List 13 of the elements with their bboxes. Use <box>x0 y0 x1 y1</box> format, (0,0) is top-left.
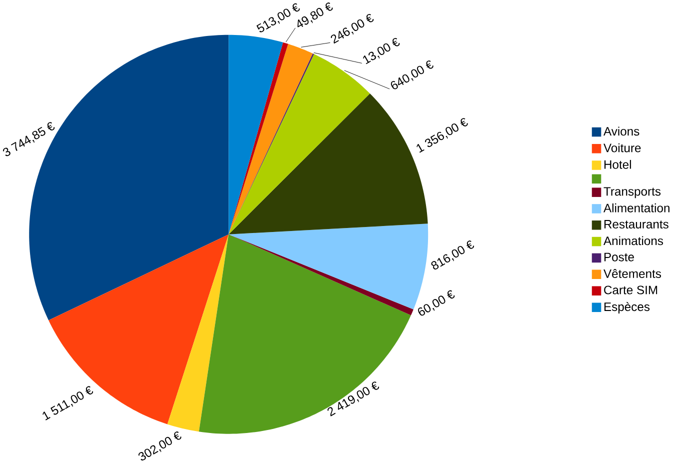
legend-label: Voiture <box>604 143 641 152</box>
legend-label: Restaurants <box>604 220 668 228</box>
data-label: 49,80 € <box>297 2 333 28</box>
legend-label: Vêtements <box>604 268 662 278</box>
legend-label: Espèces <box>604 302 650 314</box>
legend-label: Avions <box>603 126 640 136</box>
legend-label: Alimentation <box>603 203 670 212</box>
legend-label: Poste <box>604 252 634 262</box>
data-label: 60,00 € <box>418 290 455 316</box>
legend-label: Hotel <box>604 160 631 169</box>
legend-label: Animations <box>603 236 664 245</box>
legend-label: Carte SIM <box>604 285 658 294</box>
legend-label: Transports <box>604 187 661 198</box>
